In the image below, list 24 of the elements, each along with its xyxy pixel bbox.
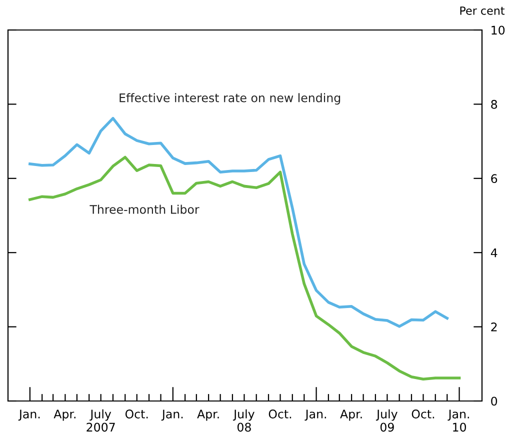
x-tick-label: Jan. [18, 410, 40, 421]
y-tick-label: 2 [491, 322, 497, 332]
x-tick-label: July 08 [232, 409, 254, 432]
x-tick-label: Jan. [161, 410, 183, 421]
line-series [28, 116, 449, 328]
x-tick-label: July 09 [376, 409, 398, 432]
x-tick-label: Jan. 10 [448, 410, 469, 432]
x-tick-label: Apr. [340, 410, 362, 421]
x-tick-label: July 2007 [86, 409, 115, 432]
y-tick-label: 4 [490, 248, 498, 258]
line-series [28, 156, 461, 380]
x-tick-label: Oct. [125, 410, 148, 418]
x-tick-label: Oct. [412, 410, 434, 418]
x-tick-label: Oct. [268, 410, 292, 418]
x-tick-label: Jan. [304, 410, 326, 421]
x-tick-label: Apr. [54, 410, 76, 421]
y-tick-label: 8 [491, 100, 498, 109]
series-label: Effective interest rate on new lending [120, 93, 340, 105]
y-tick-label: 10 [492, 26, 505, 35]
x-tick-label: Apr. [197, 410, 219, 421]
series-label: Three-month Libor [90, 204, 200, 214]
y-tick-label: 0 [491, 396, 498, 406]
y-tick-label: 6 [491, 174, 498, 184]
y-axis-title: Per cent [460, 6, 505, 15]
